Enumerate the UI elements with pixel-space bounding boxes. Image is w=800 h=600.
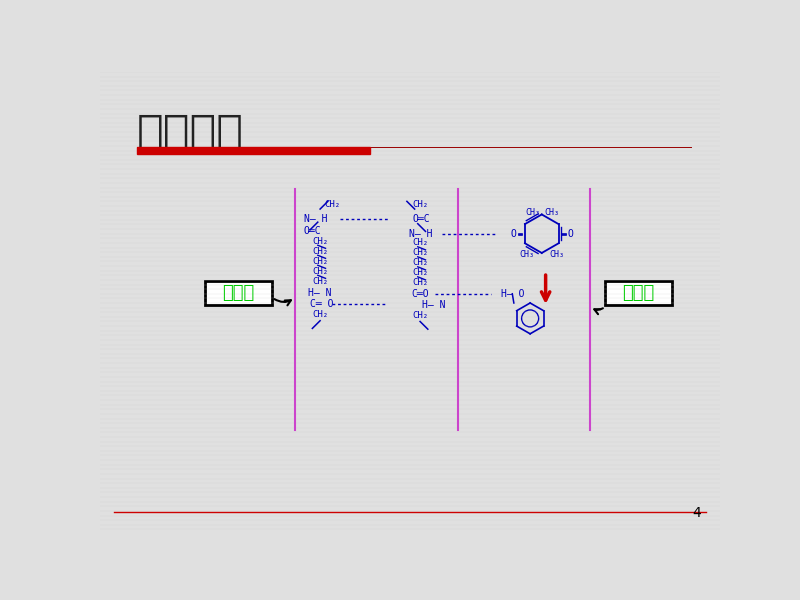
Text: CH₂: CH₂ [412,248,428,257]
Text: CH₂: CH₂ [312,310,328,319]
Text: 4: 4 [692,506,701,520]
Text: O: O [511,229,517,239]
Text: CH₂: CH₂ [412,278,428,287]
Text: C═ O: C═ O [310,299,334,309]
Text: H– O: H– O [502,289,525,299]
Text: CH₂: CH₂ [412,268,428,277]
Text: 分离原理: 分离原理 [138,112,244,155]
Text: CH₃: CH₃ [526,208,541,217]
Text: CH₂: CH₂ [312,257,328,266]
Text: CH₃: CH₃ [519,250,534,259]
Text: C═O: C═O [411,289,429,299]
Text: CH₂: CH₂ [325,200,341,209]
Text: CH₂: CH₂ [412,238,428,247]
Text: 固定相: 固定相 [222,284,255,302]
Text: CH₂: CH₂ [412,311,428,320]
Text: CH₂: CH₂ [412,259,428,268]
Text: CH₃: CH₃ [549,250,564,259]
FancyBboxPatch shape [606,281,672,305]
Text: CH₂: CH₂ [412,200,428,209]
Text: CH₂: CH₂ [312,247,328,256]
Text: 移动相: 移动相 [622,284,654,302]
Text: H– N: H– N [422,299,446,310]
Text: H– N: H– N [309,288,332,298]
FancyBboxPatch shape [206,281,272,305]
Text: CH₂: CH₂ [312,277,328,286]
Text: O: O [567,229,574,239]
Text: CH₂: CH₂ [312,237,328,246]
Text: N– H: N– H [409,229,433,239]
Text: O═C: O═C [304,226,322,236]
Text: CH₃: CH₃ [544,208,559,217]
Text: O═C: O═C [412,214,430,224]
Text: N– H: N– H [305,214,328,224]
Bar [138,146,370,154]
Text: CH₂: CH₂ [312,267,328,276]
